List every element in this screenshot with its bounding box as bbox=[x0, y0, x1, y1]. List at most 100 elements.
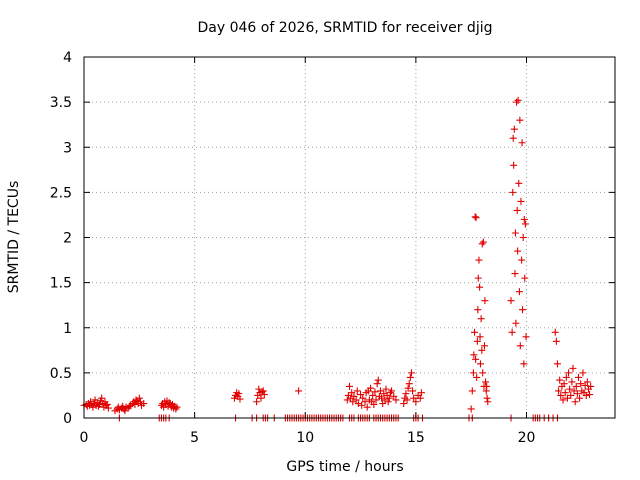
data-point bbox=[515, 179, 523, 187]
data-point bbox=[510, 161, 518, 169]
data-point bbox=[484, 398, 492, 406]
y-axis-label: SRMTID / TECUs bbox=[6, 181, 22, 294]
data-point bbox=[392, 396, 400, 404]
data-point bbox=[417, 389, 425, 397]
data-point bbox=[562, 373, 570, 381]
x-tick-label: 20 bbox=[518, 430, 536, 446]
data-point bbox=[515, 288, 523, 296]
data-point bbox=[98, 394, 106, 402]
data-point bbox=[511, 229, 519, 237]
data-point bbox=[140, 400, 148, 408]
data-point bbox=[576, 394, 584, 402]
data-point bbox=[236, 395, 244, 403]
y-tick-label: 3 bbox=[63, 140, 72, 156]
data-point bbox=[555, 387, 563, 395]
data-point bbox=[572, 382, 580, 390]
y-tick-label: 1.5 bbox=[50, 276, 72, 292]
data-point bbox=[513, 206, 521, 214]
data-point bbox=[472, 355, 480, 363]
data-point bbox=[577, 380, 585, 388]
data-point bbox=[405, 380, 413, 388]
data-point bbox=[476, 360, 484, 368]
data-point bbox=[369, 391, 377, 399]
data-point bbox=[373, 380, 381, 388]
y-tick-label: 0.5 bbox=[50, 366, 72, 382]
data-point bbox=[374, 376, 382, 384]
data-points bbox=[80, 96, 595, 422]
y-tick-label: 3.5 bbox=[50, 95, 72, 111]
data-point bbox=[475, 256, 483, 264]
y-tick-label: 0 bbox=[63, 411, 72, 427]
data-point bbox=[385, 394, 393, 402]
data-point bbox=[510, 125, 518, 133]
data-point bbox=[260, 391, 268, 399]
data-point bbox=[551, 328, 559, 336]
data-point bbox=[467, 405, 475, 413]
data-point bbox=[478, 346, 486, 354]
data-point bbox=[567, 391, 575, 399]
data-point bbox=[382, 385, 390, 393]
data-point bbox=[556, 376, 564, 384]
data-point bbox=[173, 403, 181, 411]
data-point bbox=[384, 398, 392, 406]
data-point bbox=[509, 134, 517, 142]
data-point bbox=[520, 360, 528, 368]
data-point bbox=[371, 388, 379, 396]
data-point bbox=[135, 394, 143, 402]
data-point bbox=[95, 400, 103, 408]
data-point bbox=[346, 382, 353, 390]
data-point bbox=[468, 387, 476, 395]
data-point bbox=[361, 398, 369, 406]
data-point bbox=[474, 306, 482, 314]
data-point bbox=[579, 369, 587, 377]
x-tick-label: 5 bbox=[190, 430, 199, 446]
data-point bbox=[520, 215, 528, 223]
data-point bbox=[521, 274, 529, 282]
data-point bbox=[476, 283, 484, 291]
data-point bbox=[586, 391, 594, 399]
data-point bbox=[259, 387, 267, 395]
data-point bbox=[511, 270, 519, 278]
grid-layer bbox=[84, 57, 615, 418]
data-point bbox=[481, 297, 489, 305]
data-point bbox=[509, 188, 517, 196]
data-point bbox=[388, 387, 396, 395]
data-point bbox=[416, 394, 424, 402]
y-tick-label: 4 bbox=[63, 50, 72, 66]
data-point bbox=[587, 382, 595, 390]
x-tick-label: 0 bbox=[80, 430, 89, 446]
data-point bbox=[553, 360, 561, 368]
data-point bbox=[471, 213, 479, 221]
data-point bbox=[473, 373, 481, 381]
data-point bbox=[583, 378, 591, 386]
data-point bbox=[519, 306, 527, 314]
data-point bbox=[483, 394, 491, 402]
data-point bbox=[359, 394, 367, 402]
data-point bbox=[253, 398, 261, 406]
data-point bbox=[353, 387, 361, 395]
data-point bbox=[352, 396, 360, 404]
data-point bbox=[235, 390, 243, 398]
data-point bbox=[469, 369, 477, 377]
data-point bbox=[574, 373, 582, 381]
data-point bbox=[404, 384, 412, 392]
data-point bbox=[512, 319, 520, 327]
data-point bbox=[370, 400, 378, 408]
data-point bbox=[350, 392, 358, 400]
data-point bbox=[348, 389, 356, 397]
data-point bbox=[363, 403, 371, 411]
data-point bbox=[367, 384, 375, 392]
data-point bbox=[480, 342, 488, 350]
data-point bbox=[402, 390, 410, 398]
data-point bbox=[581, 382, 589, 390]
data-point bbox=[476, 333, 484, 341]
data-point bbox=[521, 220, 529, 228]
data-point bbox=[518, 256, 526, 264]
data-point bbox=[103, 400, 111, 408]
data-point bbox=[552, 337, 560, 345]
data-point bbox=[507, 297, 515, 305]
data-point bbox=[479, 238, 487, 246]
data-point bbox=[565, 369, 573, 377]
